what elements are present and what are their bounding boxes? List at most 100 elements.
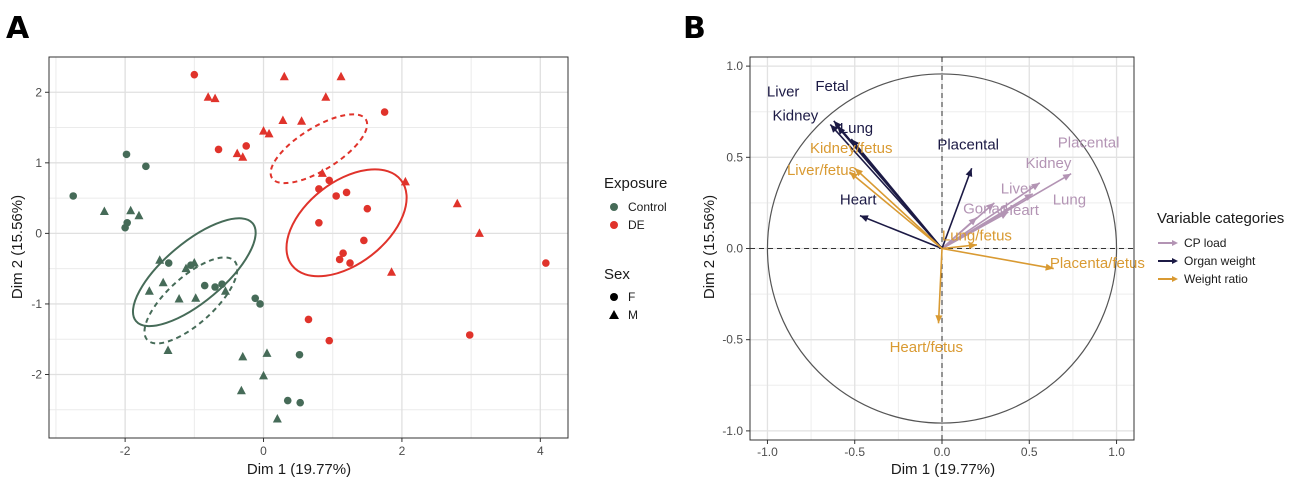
variable-label: Lung/fetus: [942, 228, 1012, 245]
legend-title-variable-categories: Variable categories: [1157, 210, 1284, 227]
y-tick-label: -2: [31, 368, 42, 382]
y-ticks-a: -2 -1 0 1 2: [31, 85, 49, 382]
y-tick-label: -1.0: [722, 424, 743, 438]
variable-label: Heart/fetus: [890, 339, 963, 356]
point-de-female: [465, 331, 474, 339]
variable-label: Heart: [1002, 202, 1040, 219]
x-tick-label: 0.5: [1021, 445, 1038, 459]
arrowhead-cp-load: [1024, 193, 1033, 201]
x-tick-label: 0: [260, 444, 267, 458]
arrow-cp-load: [941, 211, 1009, 250]
y-tick-label: 1: [35, 156, 42, 170]
x-tick-label: -1.0: [757, 445, 778, 459]
arrowhead-organ-weight: [965, 168, 973, 177]
point-control-female: [123, 219, 131, 227]
point-de-male: [232, 148, 242, 158]
point-de-male: [203, 92, 213, 101]
x-ticks-a: -2 0 2 4: [120, 438, 544, 458]
correlation-circle-b: Placental Kidney Liver Lung Gonad Heart …: [701, 56, 1145, 478]
point-de-male: [238, 152, 248, 161]
point-de-male: [279, 71, 289, 81]
legend-arrowhead-weight-ratio: [1172, 276, 1178, 282]
confidence-ellipse-control-m: [143, 256, 239, 345]
point-de-female: [190, 70, 199, 79]
variable-label: Placental: [1058, 135, 1120, 152]
variable-label: Lung: [1053, 191, 1086, 208]
variable-label: Liver: [767, 84, 800, 101]
point-control-female: [200, 281, 209, 290]
point-control-male: [191, 293, 201, 302]
point-control-female: [295, 350, 304, 359]
variable-label: Kidney: [1026, 155, 1072, 172]
point-control-male: [220, 286, 230, 295]
point-de-female: [339, 249, 347, 257]
legend-marker-male: [609, 310, 619, 319]
arrowhead-weight-ratio: [935, 315, 943, 324]
point-control-male: [262, 348, 272, 357]
arrowhead-cp-load: [986, 202, 995, 211]
legend-label-control: Control: [628, 200, 667, 214]
point-de-female: [335, 255, 344, 264]
point-control-female: [122, 150, 131, 159]
point-control-male: [236, 385, 246, 395]
point-de-female: [542, 259, 550, 267]
point-de-female: [304, 315, 313, 324]
point-control-male: [155, 255, 165, 264]
scatter-plot-a: -2 0 2 4 -2 -1 0 1 2 Dim 1 (19.77%) Dim 2 (15.5…: [9, 56, 569, 478]
point-control-male: [272, 413, 282, 423]
arrowhead-weight-ratio: [849, 171, 858, 180]
x-axis-title-a: Dim 1 (19.77%): [247, 461, 351, 478]
point-control-female: [218, 280, 226, 288]
arrowhead-organ-weight: [859, 215, 869, 222]
point-control-male: [174, 294, 184, 303]
legend-marker-de: [610, 221, 618, 229]
plot-border-a: [48, 56, 569, 439]
variable-label: Gonad: [963, 200, 1008, 217]
y-ticks-b: -1.0 -0.5 0.0 0.5 1.0: [722, 59, 750, 438]
point-de-female: [242, 142, 251, 150]
point-control-female: [69, 192, 78, 200]
point-control-male: [238, 351, 248, 361]
point-de-female: [342, 188, 351, 197]
arrow-weight-ratio: [937, 248, 943, 324]
point-de-male: [210, 93, 220, 103]
legend-label-female: F: [628, 290, 635, 304]
x-tick-label: -0.5: [844, 445, 865, 459]
variable-label: Fetal: [815, 78, 848, 95]
plot-background-a: [49, 57, 568, 438]
panel-label-a: A: [6, 11, 30, 46]
point-control-male: [99, 206, 109, 216]
labels-b: Placental Kidney Liver Lung Gonad Heart …: [767, 78, 1145, 356]
legend-label-de: DE: [628, 218, 645, 232]
point-control-female: [164, 259, 173, 267]
point-control-female: [211, 283, 219, 291]
confidence-ellipse-de-m: [269, 113, 369, 185]
y-tick-label: 0.5: [726, 150, 743, 164]
point-control-male: [158, 277, 168, 287]
y-tick-label: 0.0: [726, 242, 743, 256]
variable-label: Placental: [937, 137, 999, 154]
legend-label-male: M: [628, 308, 638, 322]
point-de-female: [332, 192, 340, 200]
point-de-female: [360, 236, 368, 245]
arrowhead-cp-load: [1031, 182, 1040, 191]
arrowhead-organ-weight: [837, 126, 846, 135]
legend-marker-female: [610, 293, 618, 301]
point-control-male: [181, 263, 191, 273]
arrowhead-weight-ratio: [968, 242, 977, 250]
y-tick-label: 2: [35, 85, 42, 99]
y-tick-label: -0.5: [722, 333, 743, 347]
x-tick-label: -2: [120, 444, 131, 458]
point-control-male: [134, 210, 144, 220]
point-control-male: [189, 258, 199, 267]
legend-label-cp-load: CP load: [1184, 236, 1226, 250]
x-axis-title-b: Dim 1 (19.77%): [891, 461, 995, 478]
legend-marker-control: [610, 203, 618, 211]
arrowhead-cp-load: [968, 217, 977, 226]
point-de-male: [297, 116, 307, 125]
y-axis-title-a: Dim 2 (15.56%): [9, 195, 26, 299]
point-de-male: [278, 115, 288, 124]
arrow-organ-weight: [850, 138, 943, 250]
point-control-female: [296, 398, 304, 407]
